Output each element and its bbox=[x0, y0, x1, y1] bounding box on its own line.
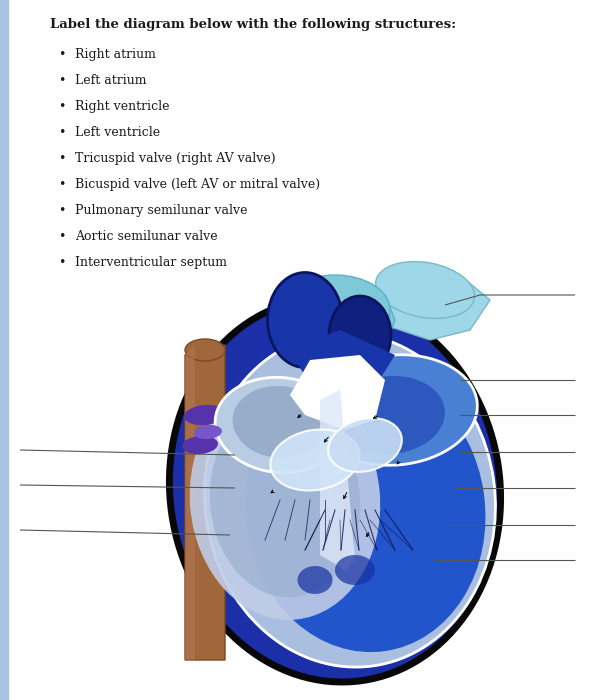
Text: •: • bbox=[58, 152, 65, 165]
Ellipse shape bbox=[184, 405, 226, 425]
Ellipse shape bbox=[335, 555, 375, 585]
Ellipse shape bbox=[280, 275, 390, 345]
Text: Pulmonary semilunar valve: Pulmonary semilunar valve bbox=[75, 204, 247, 217]
Ellipse shape bbox=[233, 386, 327, 458]
Text: •: • bbox=[58, 74, 65, 87]
Text: Tricuspid valve (right AV valve): Tricuspid valve (right AV valve) bbox=[75, 152, 276, 165]
Polygon shape bbox=[290, 355, 385, 430]
Text: •: • bbox=[58, 204, 65, 217]
Ellipse shape bbox=[298, 566, 333, 594]
Text: •: • bbox=[58, 178, 65, 191]
Text: Interventricular septum: Interventricular septum bbox=[75, 256, 227, 269]
Polygon shape bbox=[290, 330, 395, 395]
Ellipse shape bbox=[210, 402, 360, 597]
Text: •: • bbox=[58, 256, 65, 269]
Ellipse shape bbox=[329, 296, 391, 374]
Text: Left atrium: Left atrium bbox=[75, 74, 146, 87]
Ellipse shape bbox=[244, 368, 485, 652]
Ellipse shape bbox=[215, 377, 345, 472]
Text: Aortic semilunar valve: Aortic semilunar valve bbox=[75, 230, 218, 243]
Ellipse shape bbox=[194, 425, 222, 439]
Ellipse shape bbox=[375, 262, 474, 318]
Text: Right atrium: Right atrium bbox=[75, 48, 156, 61]
Polygon shape bbox=[185, 345, 195, 660]
Polygon shape bbox=[275, 295, 395, 375]
Polygon shape bbox=[355, 270, 490, 340]
Ellipse shape bbox=[313, 355, 477, 466]
Ellipse shape bbox=[185, 339, 225, 361]
Ellipse shape bbox=[182, 436, 218, 454]
Ellipse shape bbox=[335, 376, 445, 454]
Text: •: • bbox=[58, 126, 65, 139]
Text: Label the diagram below with the following structures:: Label the diagram below with the followi… bbox=[50, 18, 456, 31]
Polygon shape bbox=[185, 345, 225, 660]
Text: Right ventricle: Right ventricle bbox=[75, 100, 169, 113]
Polygon shape bbox=[320, 390, 355, 570]
Text: Left ventricle: Left ventricle bbox=[75, 126, 160, 139]
Text: •: • bbox=[58, 230, 65, 243]
Text: •: • bbox=[58, 100, 65, 113]
Ellipse shape bbox=[271, 429, 359, 491]
Text: •: • bbox=[58, 48, 65, 61]
Ellipse shape bbox=[268, 272, 343, 368]
Ellipse shape bbox=[169, 298, 501, 682]
Text: Bicuspid valve (left AV or mitral valve): Bicuspid valve (left AV or mitral valve) bbox=[75, 178, 320, 191]
Ellipse shape bbox=[204, 333, 496, 667]
Ellipse shape bbox=[190, 380, 380, 620]
Ellipse shape bbox=[328, 418, 402, 472]
